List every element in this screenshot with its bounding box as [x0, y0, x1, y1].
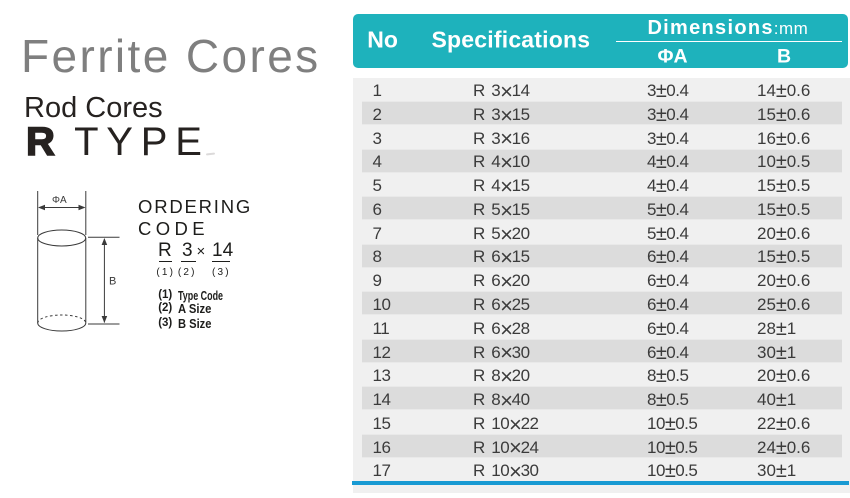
svg-text:B: B: [109, 276, 116, 288]
svg-text:ΦA: ΦA: [52, 195, 67, 206]
